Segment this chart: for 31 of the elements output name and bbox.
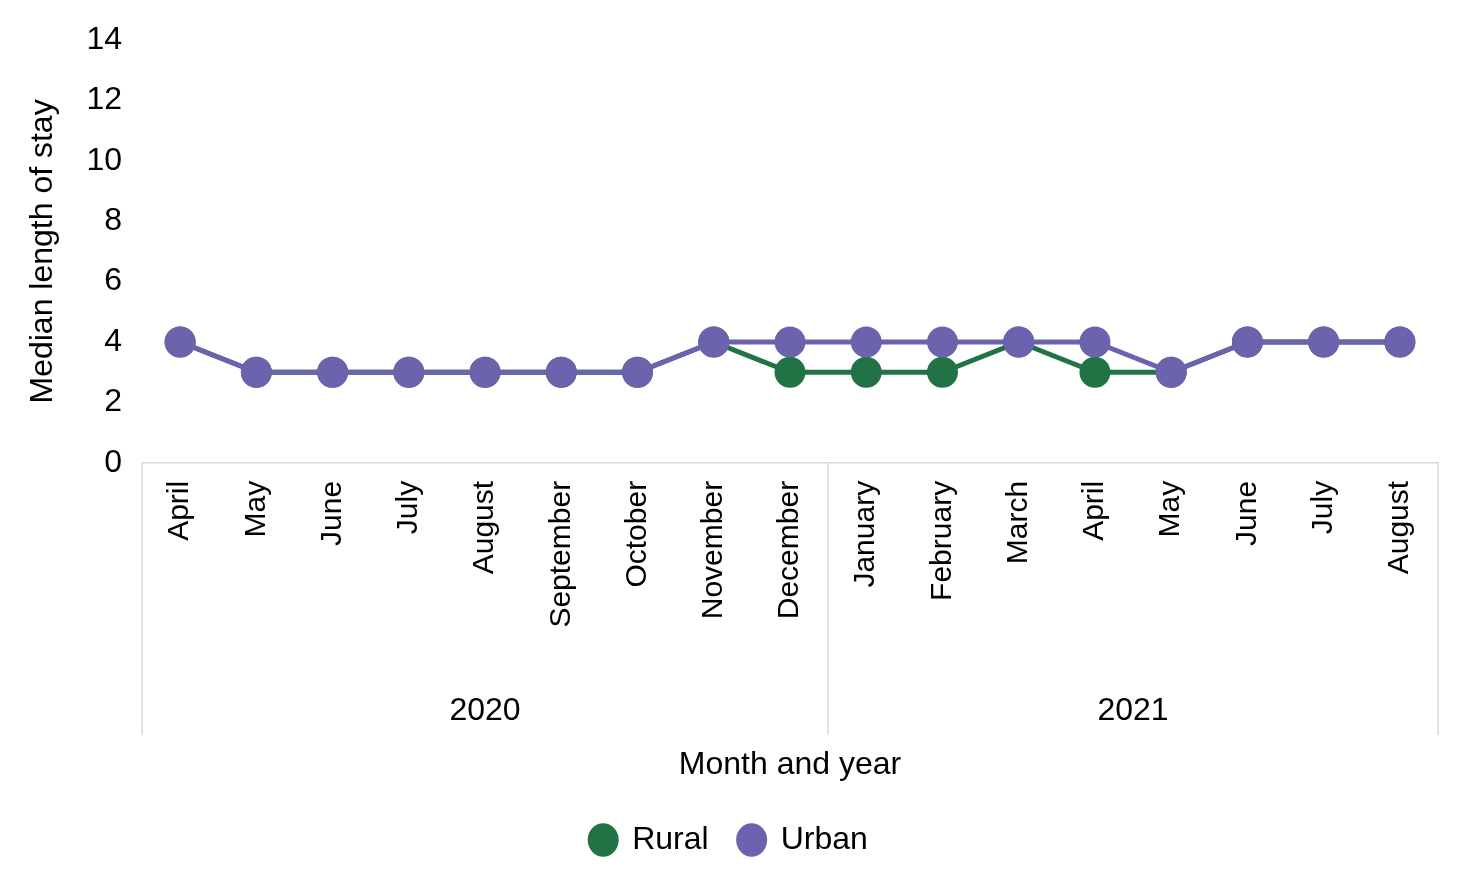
x-tick-label: September (542, 480, 576, 628)
y-tick-label: 8 (104, 201, 122, 238)
x-tick-label: February (923, 480, 957, 601)
x-tick-label: November (695, 480, 729, 620)
x-tick-label: July (1304, 480, 1338, 535)
legend-label: Rural (632, 819, 709, 856)
y-tick-label: 10 (86, 140, 122, 177)
x-tick-label: October (618, 480, 652, 588)
y-tick-label: 0 (104, 442, 122, 479)
x-axis-title: Month and year (678, 744, 902, 781)
x-tick-label: January (847, 480, 881, 588)
y-axis-title: Median length of stay (23, 99, 60, 404)
text: 2020 (449, 690, 521, 727)
x-tick-label: May (237, 480, 271, 538)
text: 2021 (1097, 690, 1169, 727)
legend-label: Urban (780, 819, 868, 856)
x-tick-label: April (1076, 480, 1110, 541)
x-tick-label: June (313, 480, 347, 546)
x-tick-label: July (390, 480, 424, 535)
x-tick-label: May (1152, 480, 1186, 538)
y-tick-label: 4 (104, 321, 122, 358)
x-tick-label: March (999, 480, 1033, 565)
x-tick-label: August (1381, 480, 1415, 575)
y-tick-label: 2 (104, 382, 122, 419)
x-tick-label: June (1228, 480, 1262, 546)
y-tick-label: 6 (104, 261, 122, 298)
x-tick-label: April (161, 480, 195, 541)
x-tick-label: August (466, 480, 500, 575)
y-tick-label: 14 (86, 19, 122, 56)
y-tick-label: 12 (86, 80, 122, 117)
x-tick-label: December (771, 480, 805, 620)
